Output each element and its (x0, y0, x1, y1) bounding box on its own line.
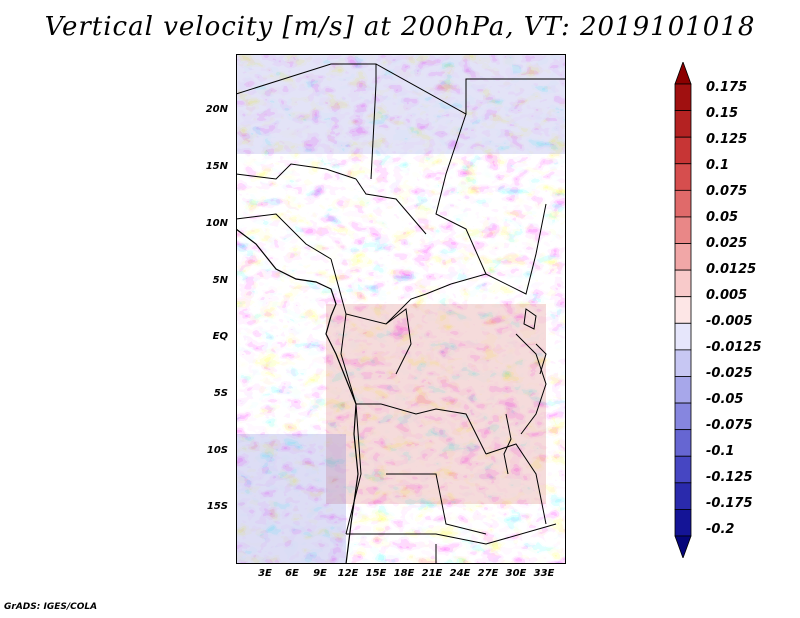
border-line (435, 113, 487, 275)
map-title: Vertical velocity [m/s] at 200hPa, VT: 2… (44, 12, 756, 42)
colorbar-label: 0.0125 (706, 262, 757, 277)
colorbar-label: 0.175 (706, 80, 748, 95)
colorbar-label: 0.005 (706, 288, 748, 303)
colorbar-segment (674, 322, 692, 351)
lat-label-eq: EQ (212, 331, 228, 342)
lake (523, 308, 537, 330)
colorbar-label: -0.025 (706, 366, 753, 381)
lon-label-24e: 24E (449, 568, 471, 579)
lat-label-5n: 5N (212, 275, 228, 286)
border-line (385, 308, 412, 375)
lon-label-6e: 6E (285, 568, 299, 579)
lon-label-30e: 30E (505, 568, 527, 579)
border-line (346, 523, 557, 545)
lon-label-27e: 27E (477, 568, 499, 579)
colorbar-label: -0.1 (706, 444, 735, 459)
lat-label-15s: 15S (206, 501, 228, 512)
lat-label-15n: 15N (205, 161, 228, 172)
colorbar-segment (674, 243, 692, 271)
country-borders (236, 63, 566, 564)
grads-credit: GrADS: IGES/COLA (4, 602, 98, 612)
colorbar-label: -0.175 (706, 496, 753, 511)
negative-region-north (236, 54, 566, 154)
colorbar-label: 0.15 (706, 106, 739, 121)
border-line (450, 203, 547, 295)
border-line (375, 63, 566, 115)
colorbar-label: -0.0125 (706, 340, 762, 355)
colorbar-segment (674, 455, 692, 484)
colorbar-segment (674, 83, 692, 111)
colorbar-segment (674, 216, 692, 244)
lon-label-18e: 18E (393, 568, 415, 579)
lat-label-5s: 5S (213, 388, 228, 399)
colorbar-segment (674, 189, 692, 218)
border-line (386, 473, 487, 535)
colorbar-label: 0.075 (706, 184, 748, 199)
velocity-map (236, 54, 566, 564)
lake (503, 413, 512, 475)
lake (535, 343, 547, 375)
colorbar-segment (674, 402, 692, 431)
colorbar (674, 62, 692, 558)
colorbar-arrow-top (674, 62, 692, 85)
colorbar-label: 0.05 (706, 210, 739, 225)
border-line (380, 403, 487, 455)
border-line (485, 443, 547, 525)
colorbar-label: -0.075 (706, 418, 753, 433)
lat-label-10s: 10S (206, 445, 228, 456)
coastline (236, 228, 359, 564)
colorbar-segment (674, 349, 692, 377)
colorbar-segment (674, 269, 692, 298)
colorbar-segment (674, 429, 692, 457)
colorbar-segment (674, 136, 692, 165)
lon-label-33e: 33E (533, 568, 555, 579)
border-line (236, 63, 377, 95)
colorbar-segment (674, 376, 692, 404)
colorbar-label: 0.1 (706, 158, 730, 173)
border-line (236, 163, 357, 180)
colorbar-segment (674, 163, 692, 191)
colorbar-segment (674, 509, 692, 537)
colorbar-label: -0.05 (706, 392, 744, 407)
lon-label-15e: 15E (365, 568, 387, 579)
colorbar-label: -0.2 (706, 522, 735, 537)
border-line (340, 313, 381, 405)
colorbar-label: 0.025 (706, 236, 748, 251)
border-line (345, 403, 362, 535)
lon-label-12e: 12E (337, 568, 359, 579)
lon-label-21e: 21E (421, 568, 443, 579)
colorbar-label: 0.125 (706, 132, 748, 147)
border-line (330, 258, 452, 325)
map-frame (236, 54, 566, 564)
colorbar-arrow-bottom (674, 535, 692, 558)
colorbar-label: -0.125 (706, 470, 753, 485)
negative-region-south (236, 434, 346, 564)
border-line (515, 333, 547, 435)
colorbar-label: -0.005 (706, 314, 753, 329)
lat-label-20n: 20N (205, 104, 228, 115)
border-line (370, 83, 377, 180)
colorbar-segment (674, 110, 692, 138)
lon-label-3e: 3E (258, 568, 272, 579)
lat-label-10n: 10N (205, 218, 228, 229)
colorbar-segment (674, 296, 692, 324)
lon-label-9e: 9E (313, 568, 327, 579)
border-line (236, 213, 332, 260)
colorbar-segment (674, 482, 692, 510)
border-line (355, 178, 427, 235)
